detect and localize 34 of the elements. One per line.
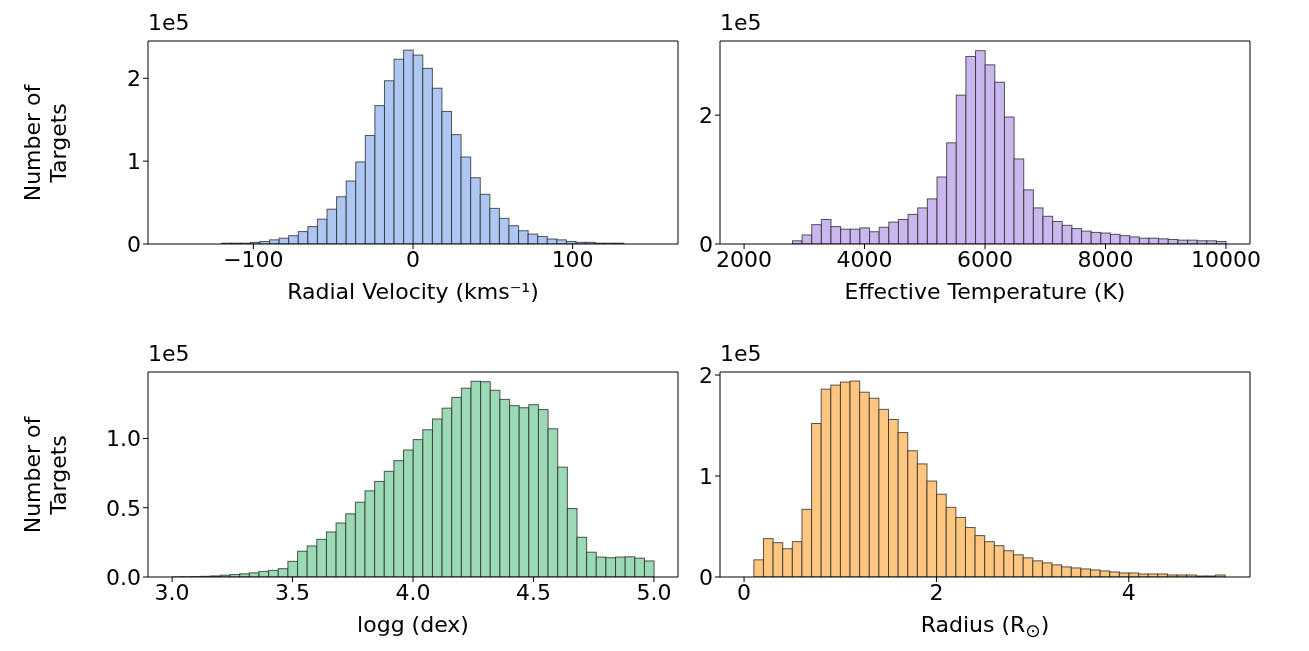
- x-axis-title: Effective Temperature (K): [843, 279, 1127, 304]
- text: 1e5: [148, 341, 190, 367]
- x-axis-title: logg (dex): [356, 612, 470, 637]
- y-tick-label: 1.0: [106, 426, 141, 452]
- x-tick-label: 3.0: [154, 579, 190, 605]
- x-tick-label: 2000: [716, 246, 773, 272]
- y-tick-label: 2: [699, 362, 713, 388]
- y-tick-label: 2: [127, 66, 141, 92]
- y-axis-title: Number of Targets: [20, 415, 72, 536]
- x-axis-title: Radius (R$_{⊙}$): [919, 612, 1051, 642]
- x-axis-title: Radial Velocity (kms⁻¹): [286, 279, 540, 304]
- x-tick-label: 2: [929, 579, 944, 605]
- x-tick-label: −100: [223, 246, 284, 272]
- y-tick-label: 1: [699, 463, 713, 489]
- x-tick-label: 3.5: [275, 579, 311, 605]
- y-tick-label: 2: [699, 102, 713, 128]
- y-tick-label: 0.5: [106, 495, 141, 521]
- y-tick-label: 1: [127, 148, 141, 174]
- x-tick-label: 4.0: [395, 579, 431, 605]
- x-tick-label: 0: [406, 246, 420, 272]
- x-tick-label: 5.0: [636, 579, 672, 605]
- x-tick-label: 6000: [957, 246, 1013, 272]
- x-tick-label: 4000: [836, 246, 893, 272]
- x-tick-label: 10000: [1190, 246, 1261, 272]
- text: 1e5: [720, 341, 762, 367]
- x-tick-label: 100: [551, 246, 594, 272]
- y-tick-label: 0.0: [106, 564, 141, 590]
- x-tick-label: 4.5: [515, 579, 551, 605]
- text: 1e5: [148, 10, 190, 36]
- x-tick-label: 4: [1121, 579, 1136, 605]
- text: 1e5: [720, 10, 762, 36]
- x-tick-label: 0: [737, 579, 752, 605]
- y-axis-title: Number of Targets: [20, 83, 72, 204]
- x-tick-label: 8000: [1077, 246, 1134, 272]
